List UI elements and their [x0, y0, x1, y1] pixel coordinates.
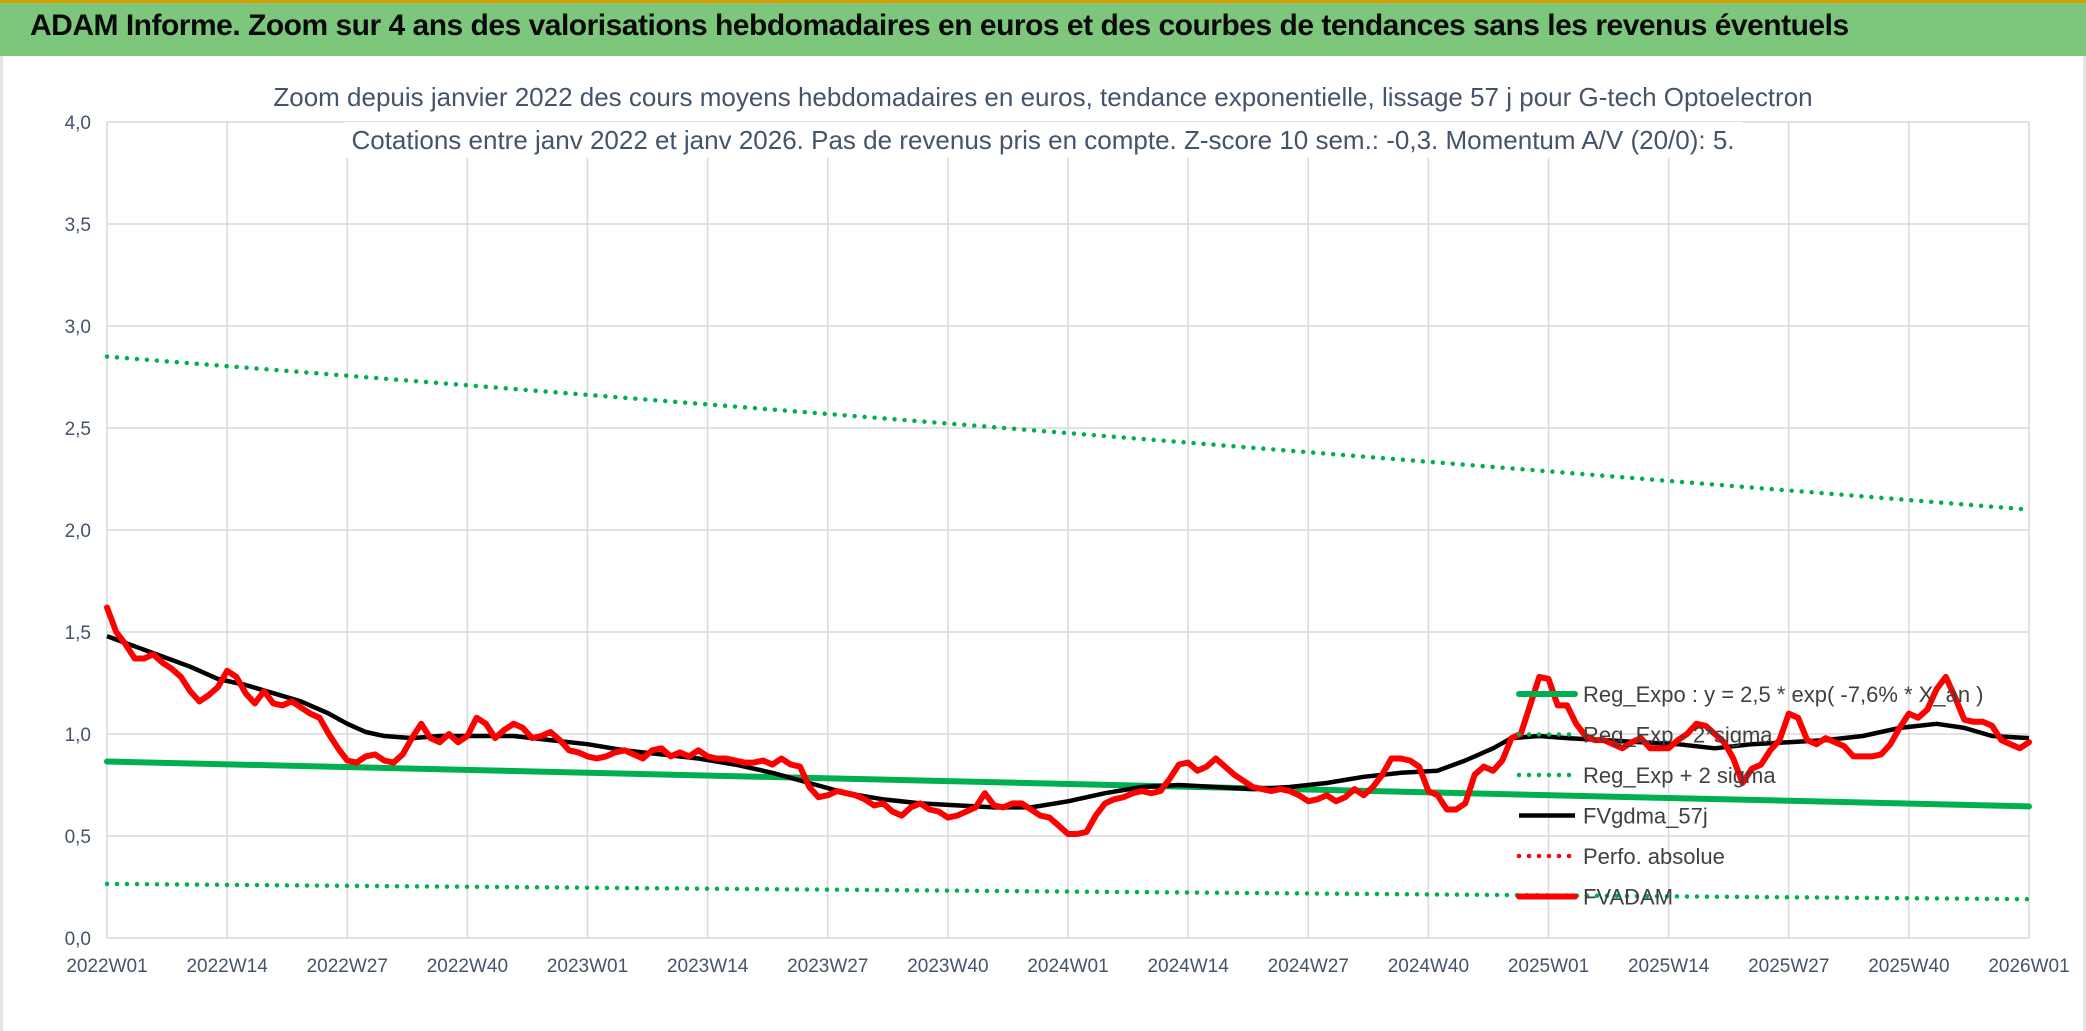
chart-area: Zoom depuis janvier 2022 des cours moyen…: [0, 56, 2086, 1031]
x-tick-label: 2022W27: [307, 956, 388, 977]
legend-label: Reg_Expo : y = 2,5 * exp( -7,6% * X_an ): [1583, 682, 1984, 707]
x-tick-label: 2025W27: [1748, 956, 1829, 977]
x-tick-label: 2023W27: [787, 956, 868, 977]
reg-expo-line: [104, 758, 2032, 810]
x-tick-label: 2024W27: [1268, 956, 1349, 977]
axis-labels: 0,0 0,5 1,0 1,5 2,0 2,5 3,0 3,5 4,0 2022W01 2022W1…: [65, 113, 2070, 977]
x-tick-label: 2022W14: [186, 956, 268, 977]
chart-subtitle-background: [343, 122, 1743, 158]
legend-label: Perfo. absolue: [1583, 844, 1725, 869]
x-tick-label: 2025W40: [1868, 956, 1949, 977]
x-tick-label: 2024W01: [1027, 956, 1108, 977]
report-title: ADAM Informe. Zoom sur 4 ans des valoris…: [30, 9, 1849, 42]
x-tick-label: 2023W40: [907, 956, 988, 977]
reg-exp-minus-2sigma-line: [104, 881, 2032, 902]
report-banner: ADAM Informe. Zoom sur 4 ans des valoris…: [0, 0, 2086, 56]
series-lines: [104, 354, 2032, 902]
y-tick-label: 4,0: [65, 113, 91, 134]
x-tick-label: 2022W01: [66, 956, 147, 977]
fvadam-line: [104, 604, 2032, 837]
y-tick-label: 2,0: [65, 521, 91, 542]
legend-label: FVgdma_57j: [1583, 804, 1708, 829]
legend-label: Reg_Exp + 2 sigma: [1583, 763, 1776, 788]
x-tick-label: 2024W40: [1388, 956, 1469, 977]
legend-label: Reg_Exp - 2*sigma: [1583, 723, 1773, 748]
y-tick-label: 0,0: [65, 929, 91, 950]
y-tick-label: 0,5: [65, 827, 91, 848]
legend: Reg_Expo : y = 2,5 * exp( -7,6% * X_an )…: [1516, 682, 1984, 910]
y-tick-label: 2,5: [65, 419, 91, 440]
y-tick-label: 1,5: [65, 623, 91, 644]
y-tick-label: 3,5: [65, 215, 91, 236]
gridlines: [106, 121, 2030, 939]
chart-subtitle: Cotations entre janv 2022 et janv 2026. …: [351, 125, 1734, 155]
chart-title: Zoom depuis janvier 2022 des cours moyen…: [273, 82, 1812, 112]
x-tick-label: 2024W14: [1147, 956, 1229, 977]
x-tick-label: 2025W01: [1508, 956, 1589, 977]
x-tick-label: 2022W40: [427, 956, 508, 977]
x-tick-label: 2023W14: [667, 956, 749, 977]
x-tick-label: 2026W01: [1988, 956, 2069, 977]
line-chart: Zoom depuis janvier 2022 des cours moyen…: [65, 79, 2070, 977]
chart-title-background: [265, 79, 1821, 115]
y-tick-label: 3,0: [65, 317, 91, 338]
x-tick-label: 2025W14: [1628, 956, 1710, 977]
legend-label: FVADAM: [1583, 885, 1673, 910]
y-tick-label: 1,0: [65, 725, 91, 746]
reg-exp-plus-2sigma-line: [104, 354, 2032, 512]
x-tick-label: 2023W01: [547, 956, 628, 977]
